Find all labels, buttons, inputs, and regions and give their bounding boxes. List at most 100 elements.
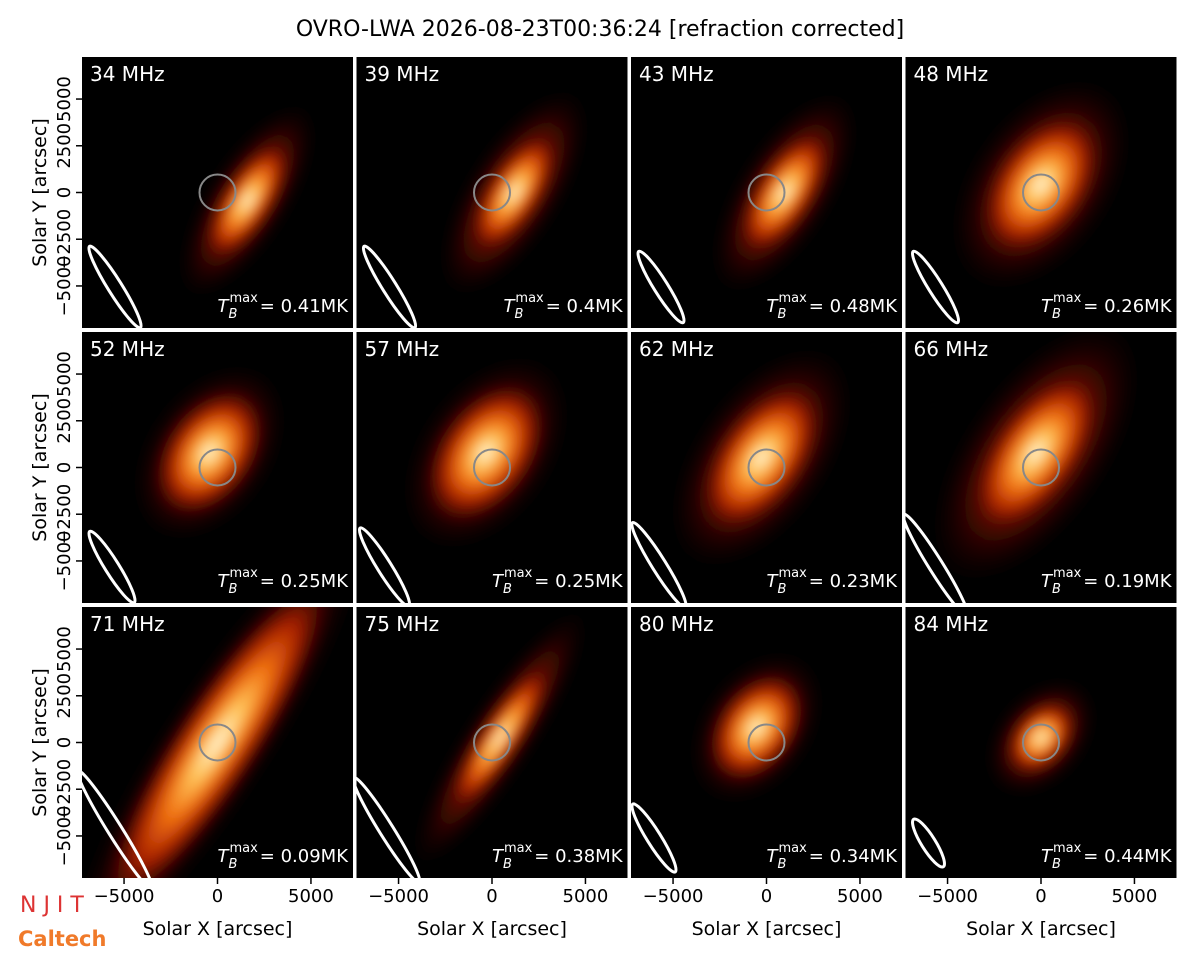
solar-disk — [1022, 448, 1060, 487]
emission-core — [700, 383, 823, 532]
solar-disk — [473, 173, 511, 212]
x-tick-label: −5000 — [643, 886, 704, 907]
beam — [361, 244, 418, 328]
solar-disk — [198, 723, 237, 762]
tmax-value: = 0.44MK — [1083, 846, 1172, 867]
tmax-sup: max — [1053, 291, 1082, 306]
tmax-sub: B — [778, 307, 787, 322]
y-tick-label: 2500 — [54, 398, 75, 444]
panel — [905, 57, 1177, 328]
tmax-sub: B — [1052, 582, 1061, 597]
panel — [905, 332, 1177, 603]
tmax-sup: max — [778, 566, 807, 581]
logo-njit: N J I T — [20, 893, 84, 918]
tmax-sub: B — [514, 307, 523, 322]
frequency-label: 39 MHz — [365, 62, 440, 86]
y-axis-label: Solar Y [arcsec] — [29, 393, 51, 541]
tmax-symbol: T — [1041, 846, 1054, 867]
tmax-symbol: T — [492, 846, 505, 867]
y-tick-label: −2500 — [54, 209, 75, 270]
solar-disk — [473, 448, 511, 487]
tmax-sup: max — [1053, 566, 1082, 581]
y-tick-label: −5000 — [54, 531, 75, 592]
tmax-symbol: T — [1041, 571, 1054, 592]
tmax-value: = 0.48MK — [809, 296, 898, 317]
y-tick-label: 5000 — [54, 76, 75, 122]
tmax-value: = 0.23MK — [809, 571, 898, 592]
frequency-label: 57 MHz — [365, 337, 440, 361]
frequency-label: 48 MHz — [914, 62, 989, 86]
emission-core — [980, 113, 1102, 256]
tmax-symbol: T — [218, 846, 231, 867]
emission-core — [1006, 700, 1076, 775]
tmax-annotation: TBmax = 0.25MK — [492, 566, 624, 597]
panel — [631, 332, 902, 603]
panel — [356, 607, 628, 878]
panel — [82, 57, 353, 328]
beam — [631, 520, 688, 603]
beam — [905, 512, 970, 603]
x-tick-label: 5000 — [288, 886, 334, 907]
tmax-sup: max — [778, 291, 807, 306]
emission-core — [103, 607, 332, 878]
logo-caltech: Caltech — [18, 927, 106, 951]
x-tick-label: 0 — [1035, 886, 1046, 907]
tmax-symbol: T — [1041, 296, 1054, 317]
tmax-sup: max — [504, 841, 533, 856]
tmax-sup: max — [504, 566, 533, 581]
x-tick-label: 0 — [486, 886, 497, 907]
tmax-symbol: T — [767, 296, 780, 317]
x-tick-label: −5000 — [94, 886, 155, 907]
tmax-annotation: TBmax = 0.25MK — [218, 566, 350, 597]
frequency-label: 80 MHz — [639, 612, 714, 636]
panel — [356, 57, 628, 328]
tmax-symbol: T — [503, 296, 516, 317]
tmax-value: = 0.09MK — [260, 846, 349, 867]
emission-core — [154, 389, 265, 516]
tmax-annotation: TBmax = 0.38MK — [492, 841, 624, 872]
x-tick-label: −5000 — [368, 886, 429, 907]
y-axis-label: Solar Y [arcsec] — [29, 118, 51, 266]
y-tick-label: 5000 — [54, 351, 75, 397]
solar-disk — [747, 173, 786, 212]
tmax-symbol: T — [767, 571, 780, 592]
tmax-annotation: TBmax = 0.34MK — [767, 841, 899, 872]
frequency-label: 52 MHz — [90, 337, 165, 361]
x-axis-label: Solar X [arcsec] — [966, 918, 1116, 940]
x-axis-label: Solar X [arcsec] — [143, 918, 293, 940]
frequency-label: 71 MHz — [90, 612, 165, 636]
tmax-value: = 0.26MK — [1083, 296, 1172, 317]
solar-disk — [747, 723, 786, 762]
tmax-sub: B — [229, 857, 238, 872]
tmax-value: = 0.41MK — [260, 296, 349, 317]
beam — [636, 249, 686, 325]
y-tick-label: 0 — [54, 462, 75, 473]
tmax-value: = 0.19MK — [1083, 571, 1172, 592]
beam — [357, 526, 412, 603]
beam — [82, 769, 155, 878]
y-tick-label: 2500 — [54, 673, 75, 719]
y-tick-label: −5000 — [54, 256, 75, 317]
beam — [87, 529, 137, 603]
tmax-annotation: TBmax = 0.41MK — [218, 291, 350, 322]
y-tick-label: 2500 — [54, 123, 75, 169]
x-tick-label: 0 — [761, 886, 772, 907]
tmax-value: = 0.4MK — [546, 296, 624, 317]
panel — [82, 332, 353, 603]
x-tick-label: 5000 — [1112, 886, 1158, 907]
y-tick-label: 5000 — [54, 626, 75, 672]
frequency-label: 34 MHz — [90, 62, 165, 86]
emission-core — [448, 661, 552, 814]
x-tick-label: 5000 — [563, 886, 609, 907]
tmax-sub: B — [229, 307, 238, 322]
tmax-value: = 0.25MK — [260, 571, 349, 592]
tmax-sub: B — [503, 582, 512, 597]
x-axis-label: Solar X [arcsec] — [692, 918, 842, 940]
tmax-symbol: T — [218, 296, 231, 317]
beam — [631, 802, 678, 874]
tmax-sup: max — [515, 291, 544, 306]
tmax-annotation: TBmax = 0.44MK — [1041, 841, 1173, 872]
emission-core — [426, 382, 546, 523]
solar-disk — [1022, 173, 1060, 212]
tmax-annotation: TBmax = 0.4MK — [503, 291, 623, 322]
